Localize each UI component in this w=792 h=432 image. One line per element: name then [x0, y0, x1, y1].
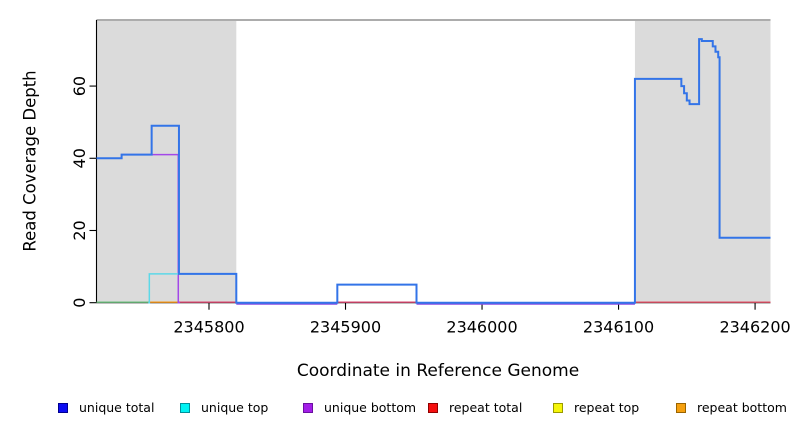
- y-tick-label: 40: [70, 148, 89, 168]
- x-tick-label: 2346200: [719, 318, 790, 337]
- y-axis-label: Read Coverage Depth: [20, 70, 40, 252]
- x-axis-label: Coordinate in Reference Genome: [296, 361, 580, 381]
- x-tick-label: 2346100: [583, 318, 654, 337]
- shaded-region-right: [634, 21, 771, 303]
- x-tick-label: 2345900: [310, 318, 381, 337]
- shaded-region-left: [96, 21, 237, 303]
- y-tick-label: 0: [70, 298, 89, 308]
- y-tick-label: 60: [70, 76, 89, 96]
- x-tick-label: 2346000: [446, 318, 517, 337]
- y-tick-label: 20: [70, 220, 89, 240]
- series-unique-total-line: [96, 38, 771, 304]
- x-tick-label: 2345800: [173, 318, 244, 337]
